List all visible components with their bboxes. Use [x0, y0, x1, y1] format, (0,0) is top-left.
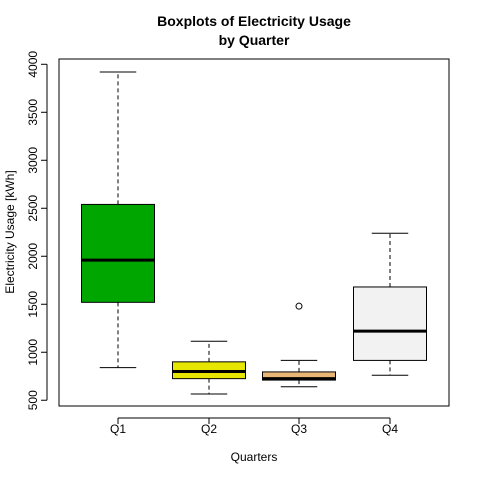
y-tick-label: 500: [26, 390, 40, 410]
x-tick-label: Q4: [382, 422, 398, 436]
y-tick-label: 1000: [26, 339, 40, 366]
box-q2: [172, 340, 246, 395]
y-tick-label: 4000: [26, 51, 40, 78]
y-tick-label: 2500: [26, 195, 40, 222]
x-tick-label: Q2: [201, 422, 217, 436]
plot-frame: [58, 58, 450, 407]
box-q3: [262, 302, 336, 388]
outlier-point: [295, 302, 303, 310]
x-axis-label: Quarters: [231, 450, 278, 464]
chart-title-line-2: by Quarter: [219, 32, 290, 48]
x-axis: Q1 Q2 Q3 Q4: [110, 417, 398, 436]
y-tick-label: 3500: [26, 99, 40, 126]
x-tick-label: Q1: [110, 422, 126, 436]
y-axis: 500 1000 1500 2000 2500 3000 3500 4000: [26, 51, 48, 410]
box-q1: [81, 71, 155, 369]
y-tick-label: 2000: [26, 243, 40, 270]
box-iqr: [81, 203, 155, 303]
x-tick-label: Q3: [291, 422, 307, 436]
box-q4: [353, 232, 427, 376]
chart-title-line-1: Boxplots of Electricity Usage: [157, 13, 351, 29]
y-tick-label: 1500: [26, 291, 40, 318]
box-iqr: [353, 286, 427, 361]
y-axis-label: Electricity Usage [kWh]: [3, 170, 17, 293]
boxes-group: [81, 71, 427, 395]
y-tick-label: 3000: [26, 147, 40, 174]
